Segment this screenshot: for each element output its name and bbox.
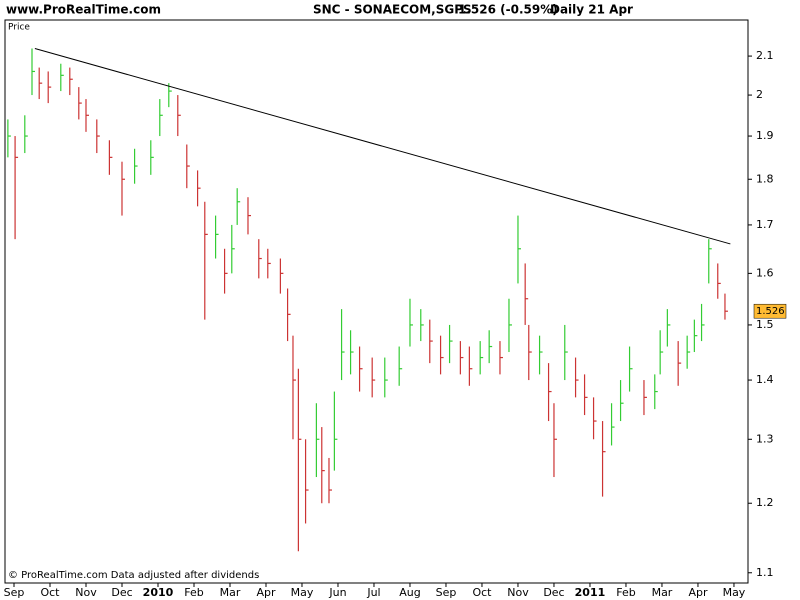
x-tick-label: Dec — [543, 586, 564, 599]
x-tick-label: Mar — [652, 586, 673, 599]
x-tick-label: Apr — [688, 586, 708, 599]
y-tick-label: 2 — [756, 88, 763, 101]
y-axis-label: Price — [8, 23, 30, 33]
x-tick-label: Dec — [111, 586, 132, 599]
x-tick-label: Sep — [436, 586, 457, 599]
site: www.ProRealTime.com — [6, 3, 161, 17]
x-tick-label: Jun — [328, 586, 346, 599]
x-tick-label: 2011 — [575, 586, 606, 599]
x-tick-label: Jul — [366, 586, 380, 599]
plot-frame — [4, 19, 749, 584]
y-tick-label: 2.1 — [756, 49, 774, 62]
y-tick-label: 1.9 — [756, 129, 774, 142]
y-tick-label: 1.6 — [756, 266, 774, 279]
x-tick-label: Feb — [184, 586, 203, 599]
x-tick-label: Oct — [472, 586, 492, 599]
trendline — [34, 48, 731, 245]
x-tick-label: Apr — [256, 586, 276, 599]
y-tick-label: 1.5 — [756, 318, 774, 331]
y-tick-label: 1.2 — [756, 496, 774, 509]
last-price-label: 1.526 — [756, 306, 785, 317]
x-tick-label: Nov — [507, 586, 529, 599]
x-tick-label: Nov — [75, 586, 97, 599]
x-tick-label: 2010 — [143, 586, 174, 599]
symbol: SNC - SONAECOM,SGPS — [313, 3, 472, 17]
last-price-box — [753, 303, 787, 319]
y-tick-label: 1.8 — [756, 172, 774, 185]
x-tick-label: Aug — [399, 586, 420, 599]
x-tick-label: Feb — [616, 586, 635, 599]
x-tick-label: May — [723, 586, 746, 599]
x-tick-label: Oct — [40, 586, 60, 599]
period: Daily 21 Apr — [550, 3, 633, 17]
y-tick-label: 1.7 — [756, 218, 774, 231]
x-tick-label: Mar — [220, 586, 241, 599]
y-tick-label: 1.3 — [756, 432, 774, 445]
quote: 1.526 (-0.59%) — [458, 3, 558, 17]
footer: © ProRealTime.com Data adjusted after di… — [8, 570, 259, 581]
y-tick-label: 1.4 — [756, 373, 774, 386]
x-tick-label: May — [291, 586, 314, 599]
y-tick-label: 1.1 — [756, 566, 774, 579]
x-tick-label: Sep — [4, 586, 25, 599]
